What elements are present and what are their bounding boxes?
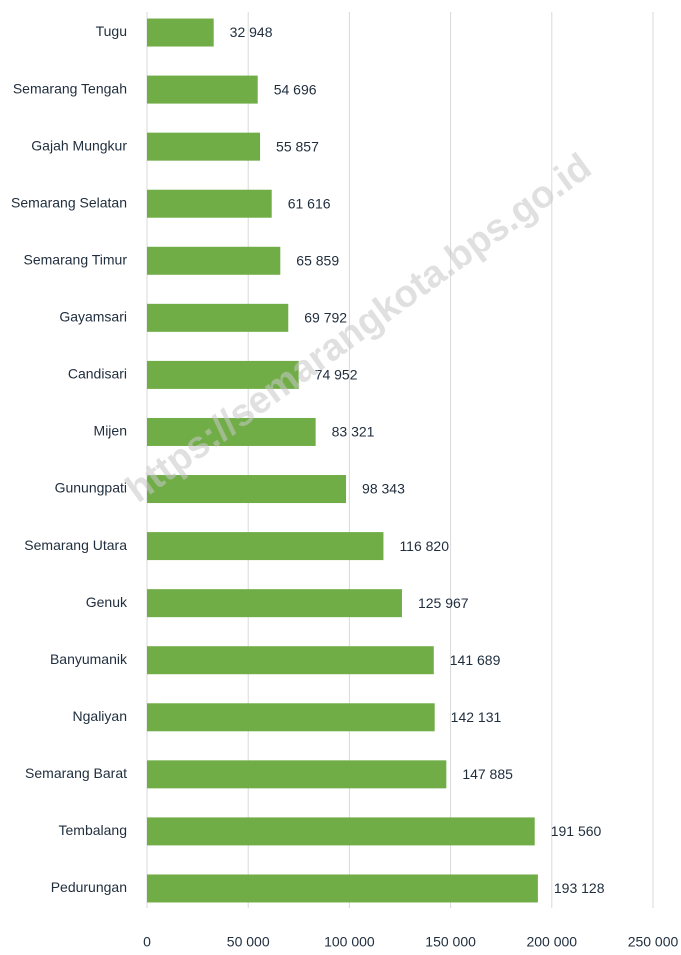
data-label: 116 820 (399, 538, 449, 554)
x-tick-label: 100 000 (324, 934, 375, 950)
y-tick-label: Semarang Barat (25, 765, 127, 781)
bar (147, 417, 316, 446)
data-label: 83 321 (332, 424, 375, 440)
y-tick-label: Gayamsari (59, 309, 127, 325)
y-tick-label: Semarang Utara (24, 537, 127, 553)
data-label: 65 859 (296, 252, 339, 268)
bar (147, 874, 538, 903)
y-tick-label: Semarang Selatan (11, 194, 127, 210)
bar (147, 132, 261, 161)
data-label: 98 343 (362, 481, 405, 497)
y-tick-label: Semarang Timur (24, 251, 128, 267)
bar (147, 18, 214, 47)
bar (147, 760, 447, 789)
data-label: 142 131 (451, 709, 502, 725)
y-tick-label: Mijen (94, 423, 127, 439)
bar (147, 589, 402, 618)
y-tick-label: Genuk (86, 594, 128, 610)
x-tick-label: 50 000 (227, 934, 270, 950)
data-label: 141 689 (450, 652, 501, 668)
data-label: 191 560 (551, 823, 602, 839)
y-tick-label: Candisari (68, 366, 127, 382)
x-tick-label: 200 000 (526, 934, 577, 950)
bar (147, 360, 299, 389)
y-tick-label: Tugu (96, 23, 127, 39)
y-tick-label: Gajah Mungkur (31, 137, 127, 153)
data-label: 32 948 (230, 24, 273, 40)
data-label: 54 696 (274, 81, 317, 97)
data-label: 193 128 (554, 880, 605, 896)
bar (147, 75, 258, 104)
data-label: 69 792 (304, 310, 347, 326)
bar (147, 303, 289, 332)
data-label: 55 857 (276, 138, 319, 154)
bar (147, 475, 347, 504)
bar (147, 646, 434, 675)
x-tick-label: 250 000 (628, 934, 679, 950)
bar (147, 817, 535, 846)
data-label: 147 885 (462, 766, 513, 782)
bar (147, 532, 384, 561)
bar (147, 246, 281, 275)
bar (147, 189, 272, 218)
data-label: 61 616 (288, 195, 331, 211)
x-tick-label: 150 000 (425, 934, 476, 950)
y-tick-label: Ngaliyan (73, 708, 127, 724)
y-tick-label: Tembalang (59, 822, 128, 838)
x-tick-label: 0 (143, 934, 151, 950)
y-tick-label: Gunungpati (55, 480, 127, 496)
data-label: 125 967 (418, 595, 469, 611)
y-tick-label: Semarang Tengah (13, 80, 127, 96)
data-label: 74 952 (315, 367, 358, 383)
y-tick-label: Banyumanik (50, 651, 128, 667)
bar (147, 703, 435, 732)
y-tick-label: Pedurungan (51, 879, 127, 895)
